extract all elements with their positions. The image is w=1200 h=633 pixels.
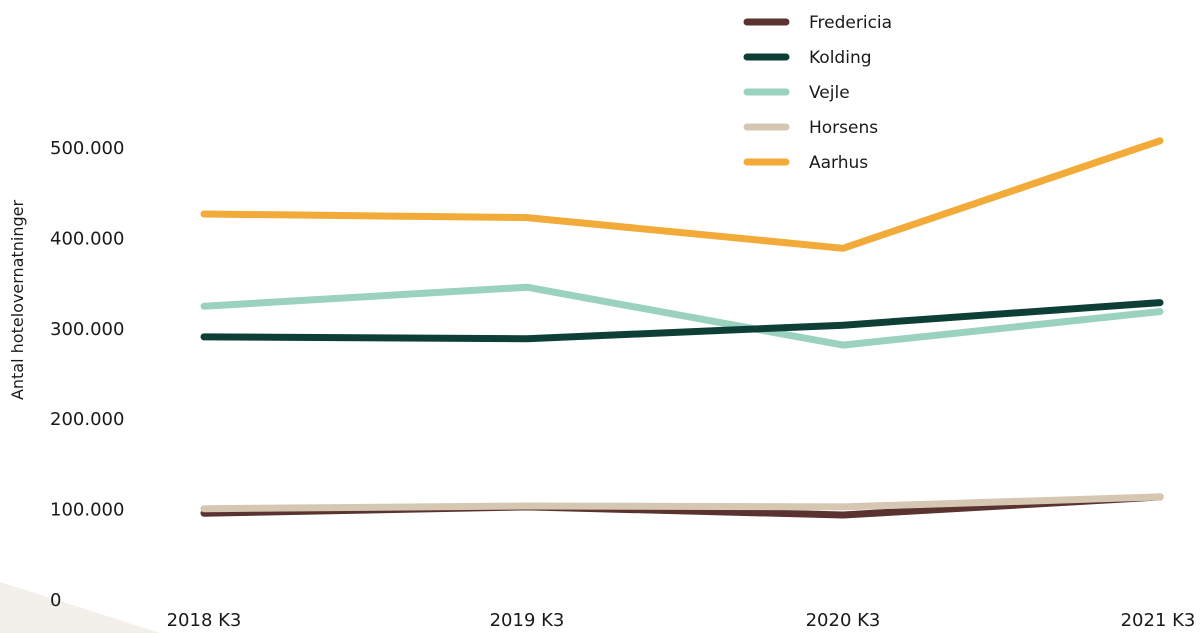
legend-label: Vejle <box>809 83 850 103</box>
y-tick-label: 400.000 <box>50 228 124 249</box>
y-tick-label: 300.000 <box>50 319 124 340</box>
y-tick-label: 200.000 <box>50 409 124 430</box>
series-line-horsens <box>200 493 1164 513</box>
legend-label: Kolding <box>809 48 872 68</box>
x-axis-ticks: 2018 K3 2019 K3 2020 K3 2021 K3 <box>167 610 1196 631</box>
x-tick-label: 2020 K3 <box>806 610 881 631</box>
series-lines <box>200 137 1164 519</box>
y-axis-ticks: 0 100.000 200.000 300.000 400.000 500.000 <box>50 138 124 611</box>
y-tick-label: 100.000 <box>50 500 124 521</box>
legend-label: Aarhus <box>809 153 868 173</box>
x-tick-label: 2018 K3 <box>167 610 242 631</box>
series-line-kolding <box>200 299 1164 343</box>
series-line-vejle <box>200 283 1164 349</box>
decorative-corner-shape <box>0 582 160 633</box>
legend-label: Horsens <box>809 118 878 138</box>
x-tick-label: 2021 K3 <box>1121 610 1196 631</box>
y-axis-title: Antal hotelovernatninger <box>8 200 27 401</box>
legend-label: Fredericia <box>809 13 892 33</box>
y-tick-label: 500.000 <box>50 138 124 159</box>
series-line-aarhus <box>200 137 1164 252</box>
x-tick-label: 2019 K3 <box>490 610 565 631</box>
y-tick-label: 0 <box>50 590 61 611</box>
legend: Fredericia Kolding Vejle Horsens Aarhus <box>743 13 892 173</box>
